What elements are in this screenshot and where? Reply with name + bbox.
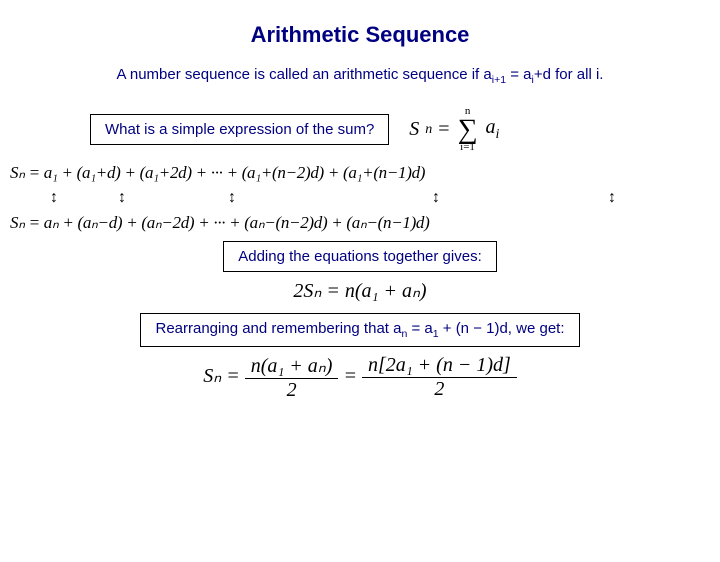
box3-mid2: + (n − 1)d, we get: <box>439 320 565 337</box>
page-title: Arithmetic Sequence <box>0 22 720 48</box>
updown-arrow-icon: ↕ <box>118 189 126 207</box>
frac1-num: n(a₁ + aₙ) <box>245 353 339 379</box>
final-formula: Sₙ = n(a₁ + aₙ) 2 = n[2a₁ + (n − 1)d] 2 <box>0 353 720 402</box>
sigma-bottom: i=1 <box>460 142 475 153</box>
sum-eq: = <box>438 118 449 141</box>
sum-lhs: S <box>409 118 419 141</box>
final-eq: = <box>343 365 362 387</box>
box3-wrap: Rearranging and remembering that an = a1… <box>0 313 720 347</box>
equation-2: Sₙ = aₙ + (aₙ−d) + (aₙ−2d) + ··· + (aₙ−(… <box>0 213 720 233</box>
sigma-icon: n ∑ i=1 <box>458 106 478 153</box>
equation-1: Sₙ = a₁ + (a₁+d) + (a₁+2d) + ··· + (a₁+(… <box>0 163 720 183</box>
updown-arrow-icon: ↕ <box>432 189 440 207</box>
def-mid: = a <box>506 66 531 83</box>
sigma-term: a <box>486 116 496 138</box>
frac2-den: 2 <box>362 378 517 401</box>
box3-mid1: = a <box>407 320 432 337</box>
rearranging-box: Rearranging and remembering that an = a1… <box>140 313 579 347</box>
question-row: What is a simple expression of the sum? … <box>0 106 720 153</box>
adding-box: Adding the equations together gives: <box>223 241 497 272</box>
def-post: +d for all i. <box>534 66 604 83</box>
updown-arrow-icon: ↕ <box>228 189 236 207</box>
sigma-term-sub: i <box>496 127 500 142</box>
frac1-den: 2 <box>245 379 339 402</box>
frac-1: n(a₁ + aₙ) 2 <box>245 353 339 402</box>
box3-pre: Rearranging and remembering that a <box>155 320 401 337</box>
frac-2: n[2a₁ + (n − 1)d] 2 <box>362 354 517 401</box>
sum-definition: Sn = n ∑ i=1 ai <box>409 106 499 153</box>
arrow-row: ↕ ↕ ↕ ↕ ↕ <box>0 189 720 207</box>
box2-wrap: Adding the equations together gives: <box>0 241 720 272</box>
final-lhs: Sₙ = <box>203 365 244 387</box>
updown-arrow-icon: ↕ <box>608 189 616 207</box>
definition-text: A number sequence is called an arithmeti… <box>0 66 720 86</box>
sum-lhs-sub: n <box>425 122 432 138</box>
def-sub1: i+1 <box>492 74 506 86</box>
equation-3: 2Sₙ = n(a₁ + aₙ) <box>0 278 720 303</box>
sigma-symbol: ∑ <box>458 117 478 142</box>
question-box: What is a simple expression of the sum? <box>90 114 389 145</box>
def-pre: A number sequence is called an arithmeti… <box>117 66 492 83</box>
updown-arrow-icon: ↕ <box>50 189 58 207</box>
frac2-num: n[2a₁ + (n − 1)d] <box>362 354 517 378</box>
